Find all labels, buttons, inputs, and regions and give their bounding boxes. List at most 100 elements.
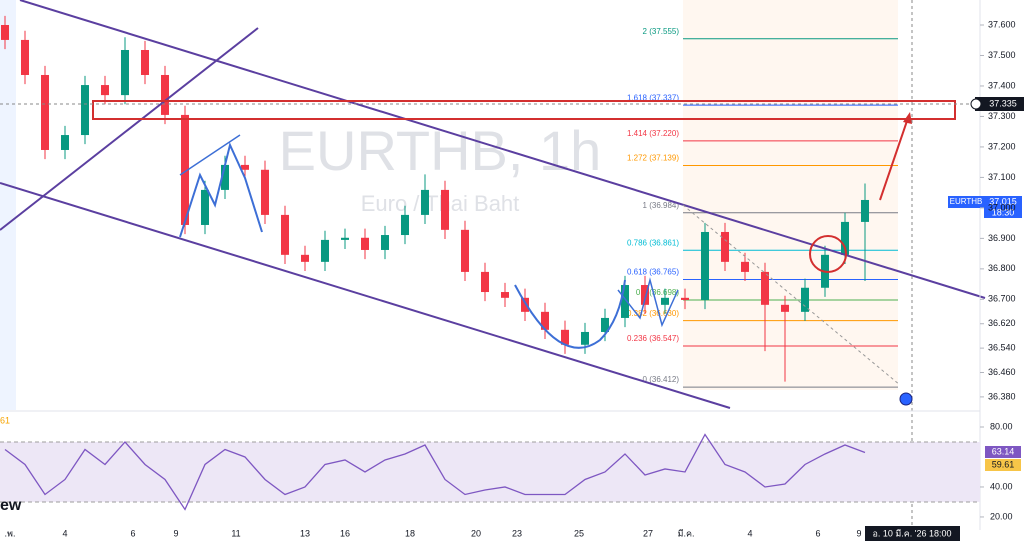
rsi-tick-label: 80.00 <box>990 421 1013 431</box>
y-tick-label: 37.100 <box>988 172 1016 182</box>
candle-body <box>841 221 849 255</box>
fib-label: 1.272 (37.139) <box>627 154 679 163</box>
candle-body <box>561 329 569 345</box>
candle-body <box>141 49 149 75</box>
candle-body <box>541 311 549 330</box>
candle-body <box>341 237 349 240</box>
candle-body <box>301 254 309 262</box>
rsi-tick-label: 20.00 <box>990 511 1013 521</box>
fib-background <box>683 0 898 390</box>
x-tick-label: 4 <box>62 528 67 538</box>
x-tick-label: 4 <box>747 528 752 538</box>
drawings <box>0 0 986 409</box>
x-tick-label: .พ. <box>5 528 16 538</box>
rsi-band <box>0 441 980 502</box>
last-price-box <box>984 196 1022 218</box>
y-tick-label: 36.380 <box>988 391 1016 401</box>
fib-label: 0.382 (36.630) <box>627 309 679 318</box>
arrow-head <box>903 112 912 124</box>
logo-fragment: ew <box>0 497 22 514</box>
last-price: 37.015 <box>989 196 1017 206</box>
watermark-symbol: EURTHB, 1h <box>279 119 602 182</box>
candle-body <box>181 114 189 225</box>
y-tick-label: 36.620 <box>988 318 1016 328</box>
candle-body <box>241 164 249 170</box>
candle-body <box>761 271 769 305</box>
x-tick-label: 9 <box>173 528 178 538</box>
resistance-box <box>92 100 956 120</box>
candle-body <box>261 169 269 215</box>
y-tick-label: 37.400 <box>988 80 1016 90</box>
candle-body <box>61 135 69 150</box>
y-tick-label: 37.200 <box>988 141 1016 151</box>
crosshair-price: 37.335 <box>989 98 1017 108</box>
symbol-tag-box <box>948 196 984 208</box>
x-tick-label: 27 <box>643 528 653 538</box>
candle-body <box>781 304 789 312</box>
candle-body <box>721 231 729 262</box>
plus-button[interactable] <box>970 98 982 110</box>
rsi-last-box <box>985 446 1021 458</box>
crosshair-time-box <box>865 526 960 541</box>
rsi-ma-box <box>985 459 1021 471</box>
fib-label: 1.618 (37.337) <box>627 93 679 102</box>
x-tick-label: 16 <box>340 528 350 538</box>
candle-body <box>21 39 29 75</box>
candle-body <box>221 164 229 190</box>
symbol-tag: EURTHB <box>950 197 983 206</box>
candle-body <box>41 74 49 150</box>
candle-body <box>501 292 509 298</box>
candle-body <box>81 85 89 136</box>
candle-body <box>381 235 389 250</box>
crosshair-price-box <box>975 97 1024 111</box>
fib-label: 0.5 (36.698) <box>636 288 679 297</box>
fib-label: 1 (36.984) <box>643 201 680 210</box>
candle-body <box>741 261 749 272</box>
candle-body <box>521 297 529 312</box>
y-tick-label: 36.800 <box>988 263 1016 273</box>
rsi-tick-label: 40.00 <box>990 481 1013 491</box>
candle-body <box>581 331 589 345</box>
x-tick-label: 25 <box>574 528 584 538</box>
candle-body <box>101 85 109 96</box>
fib-label: 0 (36.412) <box>643 375 680 384</box>
x-tick-label: มี.ค. <box>678 528 695 538</box>
y-tick-label: 36.700 <box>988 294 1016 304</box>
candle-body <box>861 199 869 222</box>
x-tick-label: 11 <box>231 528 240 538</box>
y-tick-label: 37.000 <box>988 202 1016 212</box>
candle-body <box>481 271 489 293</box>
x-tick-label: 13 <box>300 528 310 538</box>
fib-label: 1.414 (37.220) <box>627 129 679 138</box>
candle-body <box>161 74 169 115</box>
candle-body <box>201 189 209 225</box>
candle-body <box>701 231 709 300</box>
left-shade <box>0 0 16 410</box>
x-tick-label: 18 <box>405 528 415 538</box>
fib-label: 0.618 (36.765) <box>627 268 679 277</box>
projection-line <box>682 204 901 386</box>
candle-body <box>421 189 429 215</box>
candle-body <box>681 297 689 300</box>
arrow <box>879 117 909 201</box>
x-tick-label: 20 <box>471 528 481 538</box>
x-tick-label: 23 <box>512 528 522 538</box>
candle-body <box>401 214 409 236</box>
fib-label: 0.236 (36.547) <box>627 334 679 343</box>
x-tick-label: 6 <box>130 528 135 538</box>
candle-body <box>1 24 9 40</box>
candle-body <box>321 239 329 262</box>
candle-body <box>281 214 289 255</box>
x-tick-label: 9 <box>856 528 861 538</box>
candle-body <box>641 285 649 305</box>
candle-body <box>601 317 609 332</box>
y-tick-label: 37.300 <box>988 111 1016 121</box>
x-tick-label: 6 <box>815 528 820 538</box>
y-tick-label: 36.540 <box>988 342 1016 352</box>
rsi-ma: 59.61 <box>992 459 1015 469</box>
watermark-description: Euro / Thai Baht <box>361 191 520 216</box>
candle-body <box>661 297 669 305</box>
y-tick-label: 37.600 <box>988 19 1016 29</box>
candle-body <box>621 285 629 318</box>
